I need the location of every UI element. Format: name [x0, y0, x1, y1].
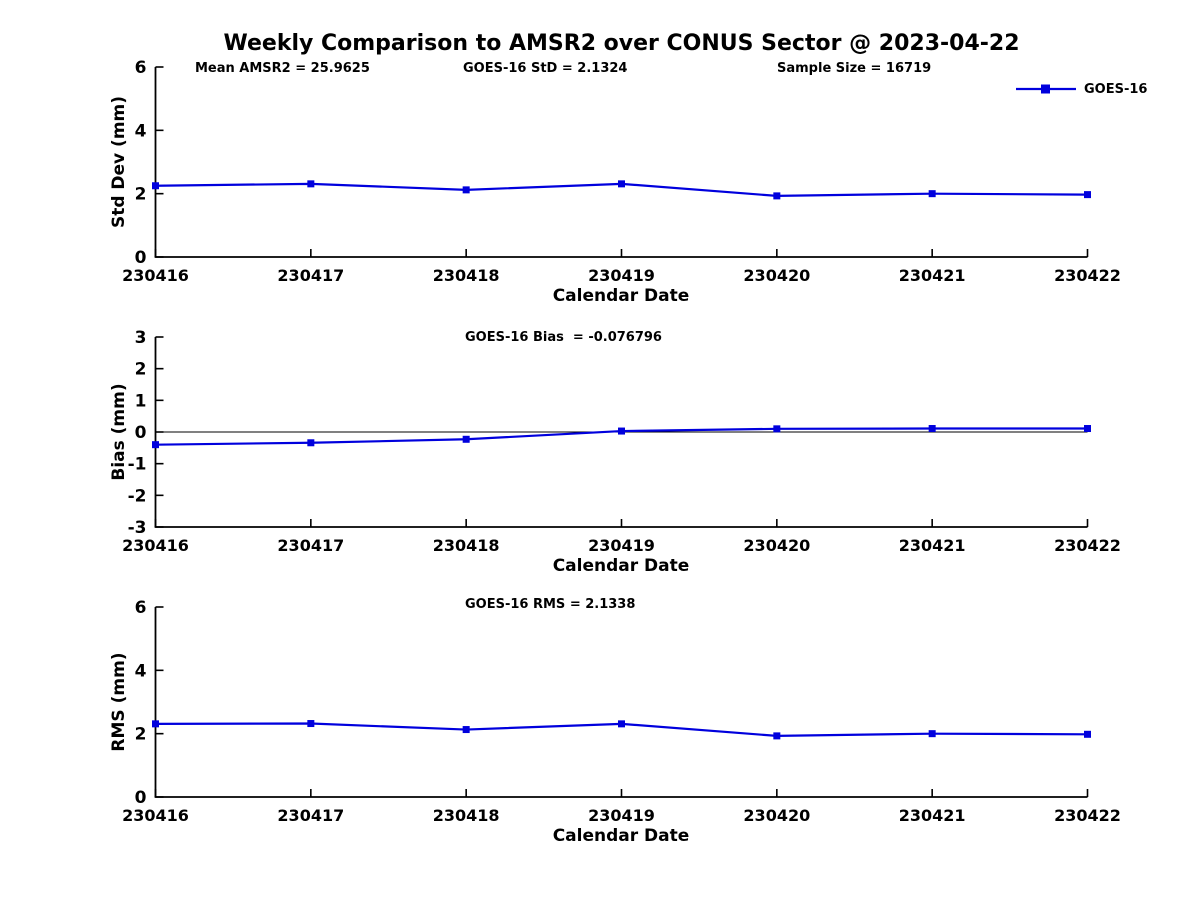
goes16-bias-annotation: GOES-16 Bias = -0.076796	[465, 330, 662, 345]
x-tick-label: 230418	[433, 266, 500, 285]
x-tick-label: 230421	[899, 536, 966, 555]
series-marker	[618, 720, 625, 728]
y-tick-label: 6	[135, 58, 147, 78]
y-tick-label: 0	[135, 248, 147, 268]
stddev-x-axis-label: Calendar Date	[552, 286, 690, 306]
x-tick-label: 230422	[1054, 806, 1121, 825]
y-tick-label: 4	[135, 121, 147, 141]
bias-x-axis-label: Calendar Date	[552, 556, 690, 576]
x-tick-label: 230416	[122, 266, 189, 285]
x-tick-label: 230417	[277, 536, 344, 555]
y-tick-label: 0	[135, 788, 147, 808]
series-marker	[307, 720, 315, 728]
rms-x-axis-label: Calendar Date	[552, 826, 690, 846]
x-tick-label: 230422	[1054, 266, 1121, 285]
series-marker	[462, 186, 470, 194]
legend-line-marker-icon	[1016, 84, 1076, 94]
x-tick-label: 230419	[588, 806, 655, 825]
x-tick-label: 230421	[899, 266, 966, 285]
y-tick-label: 6	[135, 598, 147, 618]
y-tick-label: 0	[135, 423, 147, 443]
x-tick-label: 230422	[1054, 536, 1121, 555]
series-marker	[618, 180, 625, 188]
y-tick-label: 2	[135, 360, 147, 380]
bias-y-axis-label: Bias (mm)	[109, 383, 129, 481]
series-marker	[1084, 425, 1091, 433]
figure-title: Weekly Comparison to AMSR2 over CONUS Se…	[223, 31, 1020, 56]
series-marker	[773, 732, 781, 740]
stddev-y-axis-label: Std Dev (mm)	[109, 95, 129, 229]
x-tick-label: 230418	[433, 806, 500, 825]
series-marker	[773, 425, 781, 433]
series-marker	[773, 192, 781, 200]
series-marker	[462, 435, 470, 443]
x-tick-label: 230420	[743, 806, 810, 825]
series-marker	[462, 726, 470, 734]
goes16-std-annotation: GOES-16 StD = 2.1324	[463, 61, 628, 76]
series-marker	[928, 730, 936, 738]
x-tick-label: 230417	[277, 266, 344, 285]
x-tick-label: 230416	[122, 536, 189, 555]
series-marker	[307, 180, 315, 188]
y-tick-label: 2	[135, 725, 147, 745]
mean-amsr2-annotation: Mean AMSR2 = 25.9625	[195, 61, 370, 76]
y-tick-label: -3	[128, 518, 147, 538]
y-tick-label: -2	[128, 486, 147, 506]
series-marker	[1084, 730, 1091, 738]
y-tick-label: 2	[135, 185, 147, 205]
legend-label: GOES-16	[1084, 81, 1148, 97]
y-tick-label: -1	[128, 455, 147, 475]
series-marker	[152, 441, 159, 449]
legend: GOES-16	[1015, 81, 1147, 97]
rms-y-axis-label: RMS (mm)	[109, 652, 129, 752]
series-marker	[618, 427, 625, 435]
y-tick-label: 4	[135, 661, 147, 681]
series-marker	[152, 182, 159, 190]
series-marker	[1084, 191, 1091, 199]
goes16-rms-annotation: GOES-16 RMS = 2.1338	[465, 597, 636, 612]
x-tick-label: 230421	[899, 806, 966, 825]
x-tick-label: 230419	[588, 536, 655, 555]
series-marker	[928, 425, 936, 433]
x-tick-label: 230418	[433, 536, 500, 555]
series-marker	[928, 190, 936, 198]
y-tick-label: 1	[135, 391, 147, 411]
x-tick-label: 230416	[122, 806, 189, 825]
x-tick-label: 230417	[277, 806, 344, 825]
x-tick-label: 230420	[743, 536, 810, 555]
series-marker	[307, 439, 315, 447]
y-tick-label: 3	[135, 328, 147, 348]
x-tick-label: 230419	[588, 266, 655, 285]
sample-size-annotation: Sample Size = 16719	[777, 61, 932, 76]
x-tick-label: 230420	[743, 266, 810, 285]
series-marker	[152, 720, 159, 728]
